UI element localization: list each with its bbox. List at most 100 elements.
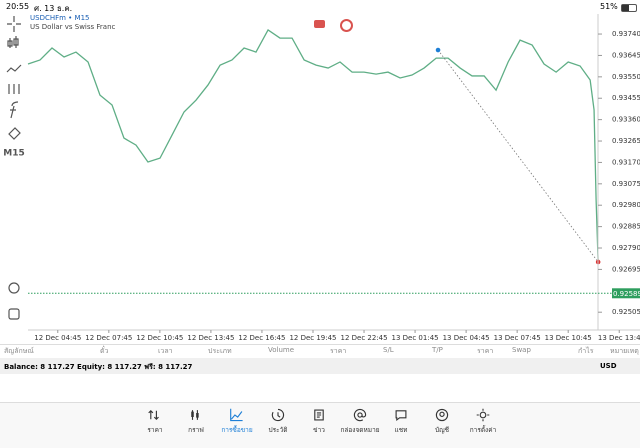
nav-item[interactable]: ราคา [130,408,180,435]
trade-open [435,47,441,53]
y-tick-label: 0.93550 [612,73,640,81]
column-header[interactable]: Volume [268,346,295,354]
column-header[interactable]: S/L [383,346,394,354]
function-tool[interactable] [10,101,19,119]
nav-item[interactable]: กล่องจดหมาย [335,408,385,435]
nav-icon [353,408,367,422]
y-tick-label: 0.92505 [612,308,640,316]
trade-tool[interactable] [8,308,20,320]
nav-label: การซื้อขาย [221,426,253,434]
nav-icon-shape [230,408,243,422]
y-tick-label: 0.92790 [612,244,640,252]
nav-label: แชท [394,426,408,434]
column-header[interactable]: Swap [512,346,531,354]
nav-icon [271,408,285,422]
clock-tool[interactable] [8,282,20,294]
nav-label: ประวัติ [268,426,288,434]
column-header[interactable]: ราคา [477,347,494,355]
timeframe[interactable]: M15 [3,149,24,159]
flag-icon[interactable] [314,20,325,28]
nav-item[interactable]: การตั้งค่า [458,408,508,435]
column-header[interactable]: เวลา [158,347,173,355]
nav-icon-shape [314,409,324,421]
nav-icon [230,408,243,422]
nav-icon [148,410,159,420]
x-tick-label: 13 Dec 01:45 [392,334,439,342]
nav-icon [191,410,199,420]
x-tick-label: 12 Dec 10:45 [136,334,183,342]
nav-icon-shape [353,408,367,422]
nav-icon-shape [148,410,159,420]
status-time: 20:55 [6,2,30,11]
x-tick-label: 12 Dec 16:45 [238,334,285,342]
nav-label: ข่าว [313,426,325,434]
y-tick-label: 0.93645 [612,51,640,59]
nav-label: กล่องจดหมาย [340,426,380,434]
account-bar [0,358,640,374]
nav-item[interactable]: แชท [376,408,426,435]
price-line [27,29,599,263]
y-tick-label: 0.93075 [612,180,640,188]
nav-item[interactable]: กราฟ [171,408,221,435]
nav-label: บัญชี [434,426,450,434]
column-header[interactable]: ตั๋ว [100,347,109,355]
x-tick-label: 13 Dec 13:4 [598,334,640,342]
nav-icon [435,408,449,422]
nav-icon-shape [435,408,449,422]
nav-item[interactable]: ประวัติ [253,408,303,435]
x-tick-label: 12 Dec 07:45 [85,334,132,342]
indicators-tool[interactable] [6,64,22,73]
chart-subtitle: US Dollar vs Swiss Franc [30,23,116,31]
x-tick-label: 12 Dec 04:45 [34,334,81,342]
chart: 0.93740 0.93645 0.93550 0.93455 0.93360 0.932… [27,14,640,342]
column-header[interactable]: หมายเหตุ [610,347,639,355]
current-price-box [612,288,640,299]
left-toolbar: M15 [3,16,25,320]
column-header[interactable]: สัญลักษณ์ [4,347,34,355]
chart-title: USDCHFm • M15 [30,14,90,22]
nav-item[interactable]: การซื้อขาย [212,408,262,435]
y-tick-label: 0.93265 [612,137,640,145]
column-header[interactable]: T/P [432,346,443,354]
battery-icon [621,4,637,12]
y-tick-label: 0.92885 [612,223,640,231]
column-header[interactable]: ประเภท [208,347,232,355]
nav-label: การตั้งค่า [469,426,497,434]
trade-link [437,49,599,263]
y-tick-label: 0.93740 [612,30,640,38]
nav-label: ราคา [147,426,163,434]
settings-tool[interactable] [8,84,20,94]
account-currency: USD [600,362,617,370]
column-header[interactable]: ราคา [330,347,347,355]
battery: 51% [600,2,618,11]
current-price-label: 0.92589 [613,290,640,298]
x-tick-label: 12 Dec 22:45 [340,334,387,342]
nav-icon [476,408,490,422]
nav-icon-shape [395,410,407,422]
divider [0,344,640,345]
nav-label: กราฟ [188,426,204,434]
account-summary: Balance: 8 117.27 Equity: 8 117.27 ฟรี: … [4,363,193,371]
nav-icon [314,409,324,421]
nav-item[interactable]: ข่าว [294,408,344,435]
objects-tool[interactable] [8,127,21,140]
nav-item[interactable]: บัญชี [417,408,467,435]
nav-icon [395,410,407,422]
y-tick-label: 0.93360 [612,116,640,124]
x-tick-label: 12 Dec 19:45 [289,334,336,342]
currency-icon[interactable] [340,19,353,32]
nav-icon-shape [476,408,490,422]
y-tick-label: 0.93170 [612,158,640,166]
y-tick-label: 0.93455 [612,94,640,102]
x-tick-label: 13 Dec 10:45 [545,334,592,342]
y-tick-label: 0.92695 [612,265,640,273]
column-header[interactable]: กำไร [578,347,594,355]
y-tick-label: 0.92980 [612,201,640,209]
chart-type-tool[interactable] [7,36,19,48]
crosshair-tool[interactable] [7,16,21,32]
x-tick-label: 13 Dec 04:45 [443,334,490,342]
status-date: ศ. 13 ธ.ค. [34,4,73,13]
x-tick-label: 12 Dec 13:45 [187,334,234,342]
nav-icon-shape [191,410,199,420]
